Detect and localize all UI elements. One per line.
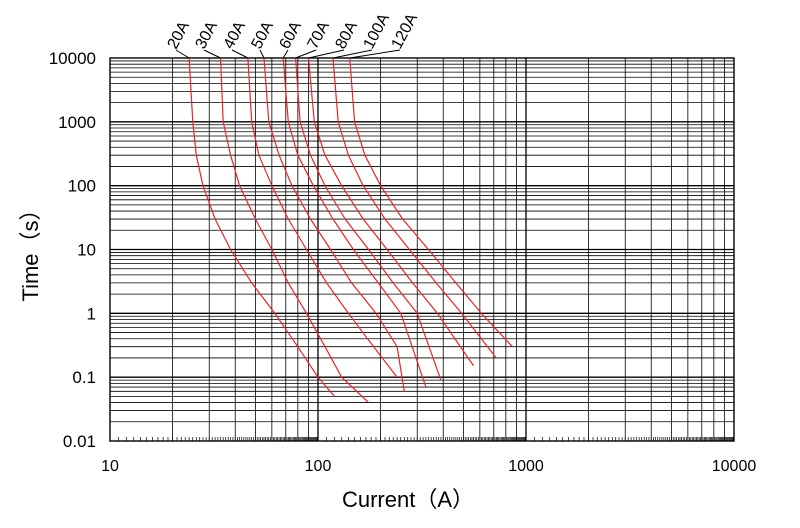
x-tick-label: 100 — [305, 458, 332, 475]
series-leader-100a — [332, 49, 373, 59]
y-tick-label: 0.1 — [72, 368, 96, 387]
x-tick-label: 10000 — [712, 458, 757, 475]
y-tick-label: 1000 — [58, 113, 96, 132]
series-leader-30a — [203, 49, 221, 59]
series-leader-20a — [175, 49, 190, 59]
series-label-40a: 40A — [221, 18, 250, 51]
series-label-30a: 30A — [193, 18, 222, 51]
curves-group — [188, 57, 513, 404]
series-line-40a — [247, 57, 398, 378]
series-label-60a: 60A — [277, 18, 306, 51]
y-tick-label: 1 — [87, 304, 96, 323]
series-label-70a: 70A — [305, 18, 334, 51]
y-tick-label: 10000 — [49, 49, 96, 68]
series-label-50a: 50A — [249, 18, 278, 51]
plot-frame — [109, 57, 735, 442]
series-leader-50a — [259, 49, 265, 59]
series-line-70a — [295, 57, 442, 381]
y-tick-label: 100 — [68, 177, 96, 196]
grid-lines — [109, 58, 734, 441]
series-label-120a: 120A — [389, 11, 422, 52]
series-line-20a — [188, 57, 335, 397]
tick-labels: 10000 1000 100 10 1 0.1 0.01 10 100 1000 10000 — [49, 49, 757, 475]
series-label-80a: 80A — [333, 18, 362, 51]
series-line-60a — [282, 57, 427, 388]
series-leader-80a — [308, 49, 345, 59]
x-axis-title: Current（A） — [342, 487, 474, 512]
series-leader-120a — [349, 49, 401, 59]
series-line-100a — [332, 57, 497, 359]
series-line-50a — [263, 57, 405, 392]
x-tick-label: 10 — [101, 458, 119, 475]
series-label-20a: 20A — [165, 18, 194, 51]
series-line-30a — [219, 57, 370, 404]
series-line-80a — [307, 57, 475, 367]
y-axis-title: Time（s） — [18, 198, 43, 301]
series-leader-70a — [295, 49, 317, 59]
series-label-100a: 100A — [361, 11, 394, 52]
series-leader-40a — [231, 49, 249, 59]
y-tick-label: 10 — [77, 241, 96, 260]
x-tick-label: 1000 — [508, 458, 544, 475]
series-line-120a — [349, 57, 513, 348]
y-tick-label: 0.01 — [63, 432, 96, 451]
series-leader-60a — [282, 49, 289, 59]
